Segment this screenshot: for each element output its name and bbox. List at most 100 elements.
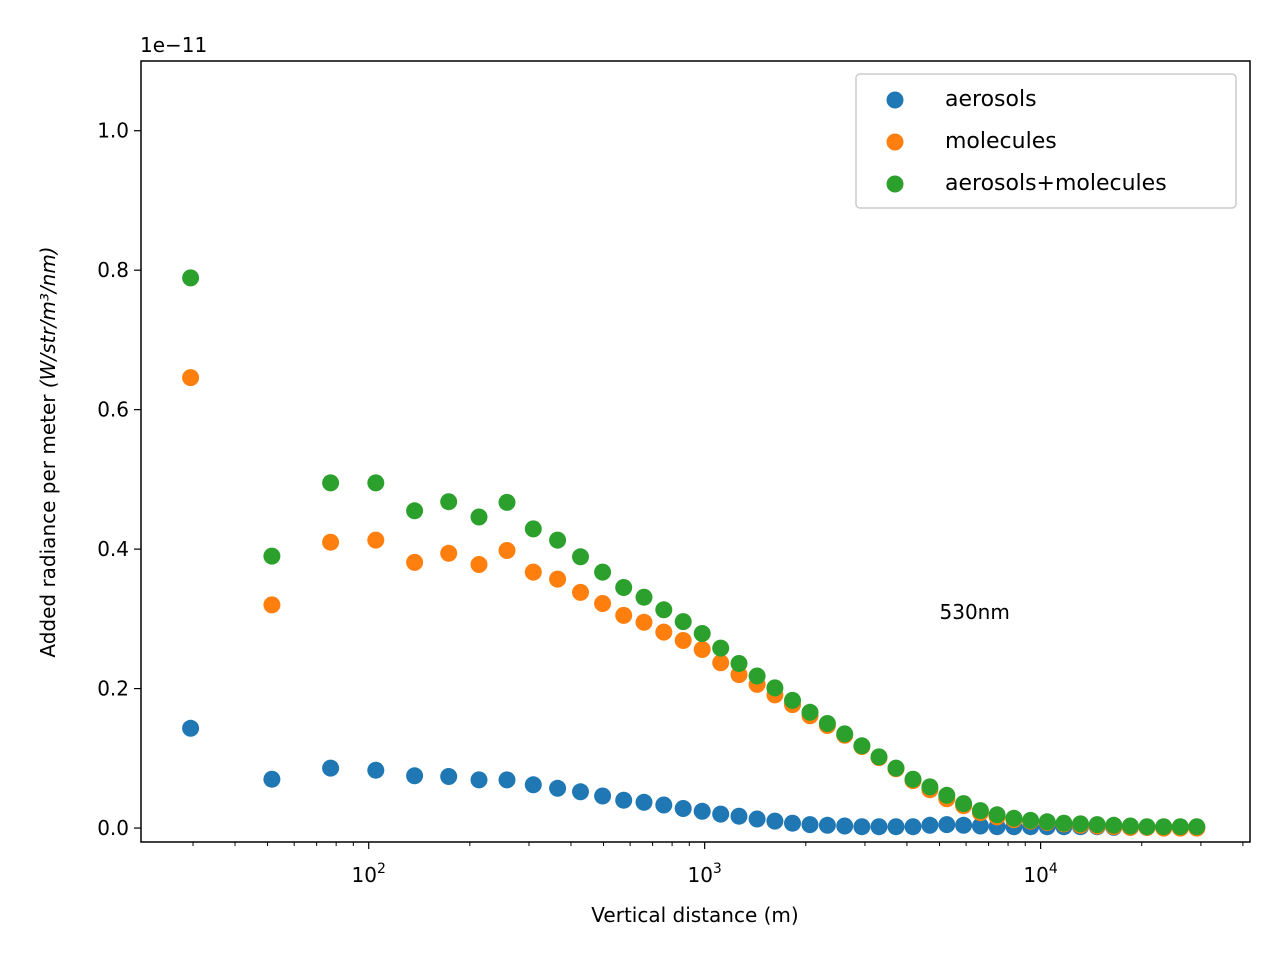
data-point	[693, 802, 711, 820]
data-point	[921, 816, 939, 834]
data-point	[615, 606, 633, 624]
data-point	[904, 770, 922, 788]
data-point	[818, 715, 836, 732]
data-point	[322, 759, 340, 777]
data-point	[801, 816, 819, 834]
data-point	[655, 796, 673, 814]
series-2	[182, 269, 1206, 836]
data-point	[635, 793, 653, 811]
y-axis-ticks: 0.0 0.2 0.4 0.6 0.8 1.0	[97, 119, 141, 840]
data-point	[674, 613, 692, 631]
data-point	[887, 818, 905, 836]
data-point	[549, 779, 567, 797]
data-point	[955, 816, 973, 834]
data-point	[904, 818, 922, 836]
data-point	[836, 817, 854, 835]
data-point	[655, 623, 673, 641]
data-point	[1038, 813, 1056, 831]
data-point	[766, 812, 784, 830]
data-point	[955, 795, 973, 813]
data-point	[730, 807, 748, 825]
data-point	[693, 641, 711, 658]
y-tick-label: 0.8	[97, 258, 129, 282]
data-point	[853, 737, 871, 755]
data-point	[712, 654, 730, 672]
data-point	[766, 679, 784, 697]
data-point	[801, 703, 819, 721]
y-axis-label-text: Added radiance per meter	[36, 394, 60, 658]
data-point	[971, 802, 989, 820]
annotation-label: 530nm	[940, 600, 1010, 624]
data-point	[524, 520, 542, 538]
data-point	[263, 596, 281, 614]
data-point	[367, 474, 385, 492]
data-point	[594, 595, 612, 612]
data-point	[182, 369, 200, 387]
data-point	[1188, 818, 1206, 836]
data-point	[1005, 809, 1023, 827]
data-point	[182, 269, 200, 287]
data-points	[182, 269, 1206, 837]
data-point	[853, 818, 871, 836]
legend: aerosols molecules aerosols+molecules	[855, 73, 1237, 209]
data-point	[1072, 815, 1089, 833]
data-point	[406, 767, 424, 785]
y-tick-label: 0.6	[97, 398, 129, 422]
data-point	[322, 533, 340, 551]
y-tick-label: 0.0	[97, 816, 129, 840]
data-point	[635, 588, 653, 606]
data-point	[406, 502, 424, 520]
legend-label-aerosols-molecules: aerosols+molecules	[945, 171, 1167, 196]
data-point	[470, 508, 488, 526]
x-axis-label: Vertical distance (m)	[591, 903, 798, 927]
y-tick-label: 0.4	[97, 537, 129, 561]
data-point	[674, 632, 692, 649]
data-point	[988, 806, 1006, 824]
data-point	[712, 805, 730, 823]
x-tick-label: 104	[1023, 861, 1057, 887]
data-point	[440, 493, 458, 511]
data-point	[635, 613, 653, 631]
data-point	[367, 761, 385, 779]
data-point	[730, 655, 748, 672]
data-point	[818, 816, 836, 834]
data-point	[693, 625, 711, 642]
data-point	[572, 583, 589, 601]
data-point	[615, 579, 633, 596]
data-point	[406, 553, 424, 571]
data-point	[784, 814, 801, 832]
data-point	[322, 474, 340, 492]
data-point	[498, 493, 516, 511]
legend-marker-aerosols	[886, 91, 904, 109]
y-tick-label: 0.2	[97, 677, 129, 701]
data-point	[1155, 818, 1173, 836]
data-point	[572, 783, 589, 801]
data-point	[440, 544, 458, 562]
y-tick-label: 1.0	[97, 119, 129, 143]
data-point	[655, 601, 673, 619]
data-point	[887, 759, 905, 777]
data-point	[712, 639, 730, 657]
data-point	[784, 691, 801, 709]
data-point	[1121, 817, 1139, 835]
data-point	[1105, 816, 1123, 834]
data-point	[594, 563, 612, 581]
y-axis-label-unit: (W/str/m³/nm)	[36, 246, 60, 388]
data-point	[594, 787, 612, 805]
data-point	[470, 771, 488, 789]
legend-label-molecules: molecules	[945, 129, 1057, 154]
data-point	[938, 816, 956, 834]
legend-marker-molecules	[886, 133, 904, 151]
data-point	[938, 786, 956, 804]
data-point	[263, 547, 281, 565]
data-point	[440, 768, 458, 785]
data-point	[470, 556, 488, 573]
data-point	[836, 725, 854, 743]
data-point	[549, 570, 567, 588]
data-point	[549, 531, 567, 549]
data-point	[1022, 811, 1040, 829]
data-point	[182, 719, 200, 737]
data-point	[1088, 816, 1106, 834]
data-point	[748, 810, 766, 828]
